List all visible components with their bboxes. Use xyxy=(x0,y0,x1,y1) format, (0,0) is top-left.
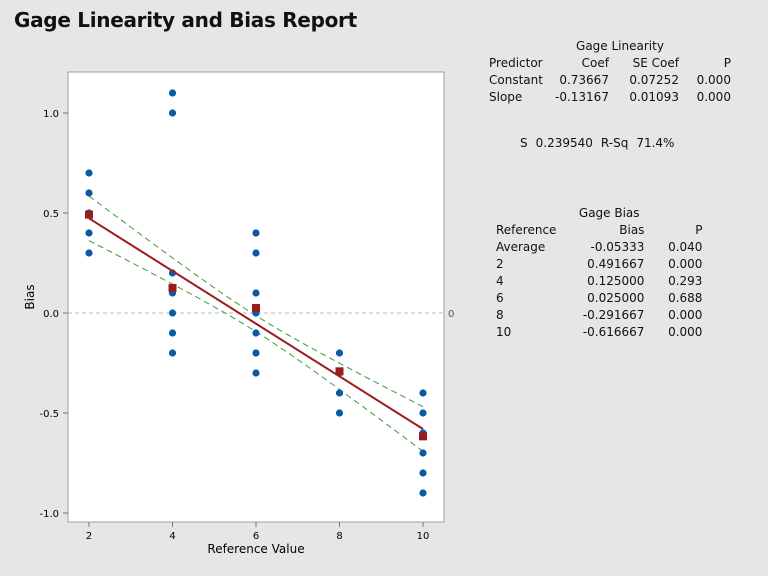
table-row: Slope -0.13167 0.01093 0.000 xyxy=(489,89,731,106)
average-bias-marker xyxy=(168,284,177,292)
cell: -0.616667 xyxy=(582,325,645,339)
col-header: Bias xyxy=(619,223,645,237)
x-axis-label: Reference Value xyxy=(207,542,304,556)
data-point xyxy=(168,109,177,117)
cell: Constant xyxy=(489,73,543,87)
data-point xyxy=(335,409,344,417)
s-value: 0.239540 xyxy=(535,136,593,150)
data-point xyxy=(419,449,427,457)
zero-reference-label: 0 xyxy=(448,309,454,320)
cell: -0.13167 xyxy=(555,90,609,104)
data-point xyxy=(419,389,427,397)
average-bias-marker xyxy=(85,210,93,219)
data-point xyxy=(419,409,427,417)
cell: 0.73667 xyxy=(559,73,609,87)
table-row: 2 0.491667 0.000 xyxy=(496,256,702,273)
y-tick-label: -1.0 xyxy=(39,509,59,520)
cell: 0.000 xyxy=(696,73,731,87)
cell: 0.125000 xyxy=(587,274,645,288)
table-row: 6 0.025000 0.688 xyxy=(496,290,702,307)
cell: 0.025000 xyxy=(587,291,645,305)
table-row: Constant 0.73667 0.07252 0.000 xyxy=(489,72,731,89)
data-point xyxy=(335,349,344,357)
cell: 2 xyxy=(496,257,504,271)
data-point xyxy=(335,389,344,397)
cell: 0.000 xyxy=(668,325,703,339)
gage-linearity-table: Gage Linearity Predictor Coef SE Coef P Con… xyxy=(489,38,731,106)
cell: 0.000 xyxy=(668,308,703,322)
x-tick-label: 10 xyxy=(417,531,430,542)
table-row: 10 -0.616667 0.000 xyxy=(496,324,702,341)
cell: 0.293 xyxy=(668,274,703,288)
rsq-value: 71.4% xyxy=(636,136,675,150)
cell: 6 xyxy=(496,291,504,305)
data-point xyxy=(85,189,93,197)
cell: Average xyxy=(496,240,546,254)
x-tick-label: 4 xyxy=(169,531,175,542)
data-point xyxy=(168,329,177,337)
data-point xyxy=(85,229,93,237)
cell: 10 xyxy=(496,325,512,339)
x-tick-label: 6 xyxy=(253,531,259,542)
col-header: Coef xyxy=(581,56,609,70)
table-row: 4 0.125000 0.293 xyxy=(496,273,702,290)
y-tick-label: 0.0 xyxy=(43,309,59,320)
s-label: S xyxy=(520,136,528,150)
cell: 0.000 xyxy=(668,257,703,271)
table-row: 8 -0.291667 0.000 xyxy=(496,307,702,324)
average-bias-marker xyxy=(335,367,344,376)
cell: 0.040 xyxy=(668,240,703,254)
rsq-label: R-Sq xyxy=(600,136,629,150)
cell: 0.01093 xyxy=(629,90,679,104)
cell: 0.491667 xyxy=(587,257,645,271)
data-point xyxy=(85,169,93,177)
data-point xyxy=(168,349,177,357)
plot-area xyxy=(67,71,445,523)
x-tick-label: 2 xyxy=(86,531,92,542)
table-row: Average -0.05333 0.040 xyxy=(496,239,702,256)
cell: 8 xyxy=(496,308,504,322)
cell: 0.688 xyxy=(668,291,703,305)
gage-bias-table: Gage Bias Reference Bias P Average -0.05333… xyxy=(496,205,702,341)
cell: Slope xyxy=(489,90,523,104)
regression-line xyxy=(88,217,424,430)
data-point xyxy=(419,469,427,477)
y-axis-label: Bias xyxy=(23,284,37,309)
data-point xyxy=(252,289,260,297)
y-tick-label: 1.0 xyxy=(43,109,59,120)
data-point xyxy=(168,309,177,317)
gage-linearity-heading: Gage Linearity xyxy=(576,39,664,53)
col-header: SE Coef xyxy=(632,56,679,70)
cell: 0.000 xyxy=(696,90,731,104)
y-tick-label: 0.5 xyxy=(43,209,59,220)
data-point xyxy=(252,349,260,357)
report-title: Gage Linearity and Bias Report xyxy=(14,8,357,32)
col-header: P xyxy=(723,56,731,70)
data-point xyxy=(252,329,260,337)
data-point xyxy=(252,369,260,377)
average-bias-marker xyxy=(419,432,427,441)
col-header: Reference xyxy=(496,223,557,237)
fit-statistics: S 0.239540 R-Sq 71.4% xyxy=(520,136,682,150)
cell: 0.07252 xyxy=(629,73,679,87)
x-tick-label: 8 xyxy=(336,531,342,542)
cell: 4 xyxy=(496,274,504,288)
cell: -0.291667 xyxy=(582,308,645,322)
average-bias-marker xyxy=(252,304,260,312)
data-point xyxy=(252,249,260,257)
col-header: P xyxy=(695,223,703,237)
data-point xyxy=(419,489,427,497)
gage-bias-heading: Gage Bias xyxy=(578,206,640,220)
data-point xyxy=(168,89,177,97)
col-header: Predictor xyxy=(489,56,543,70)
cell: -0.05333 xyxy=(590,240,645,254)
data-point xyxy=(252,229,260,237)
data-point xyxy=(85,249,93,257)
y-tick-label: -0.5 xyxy=(39,409,59,420)
